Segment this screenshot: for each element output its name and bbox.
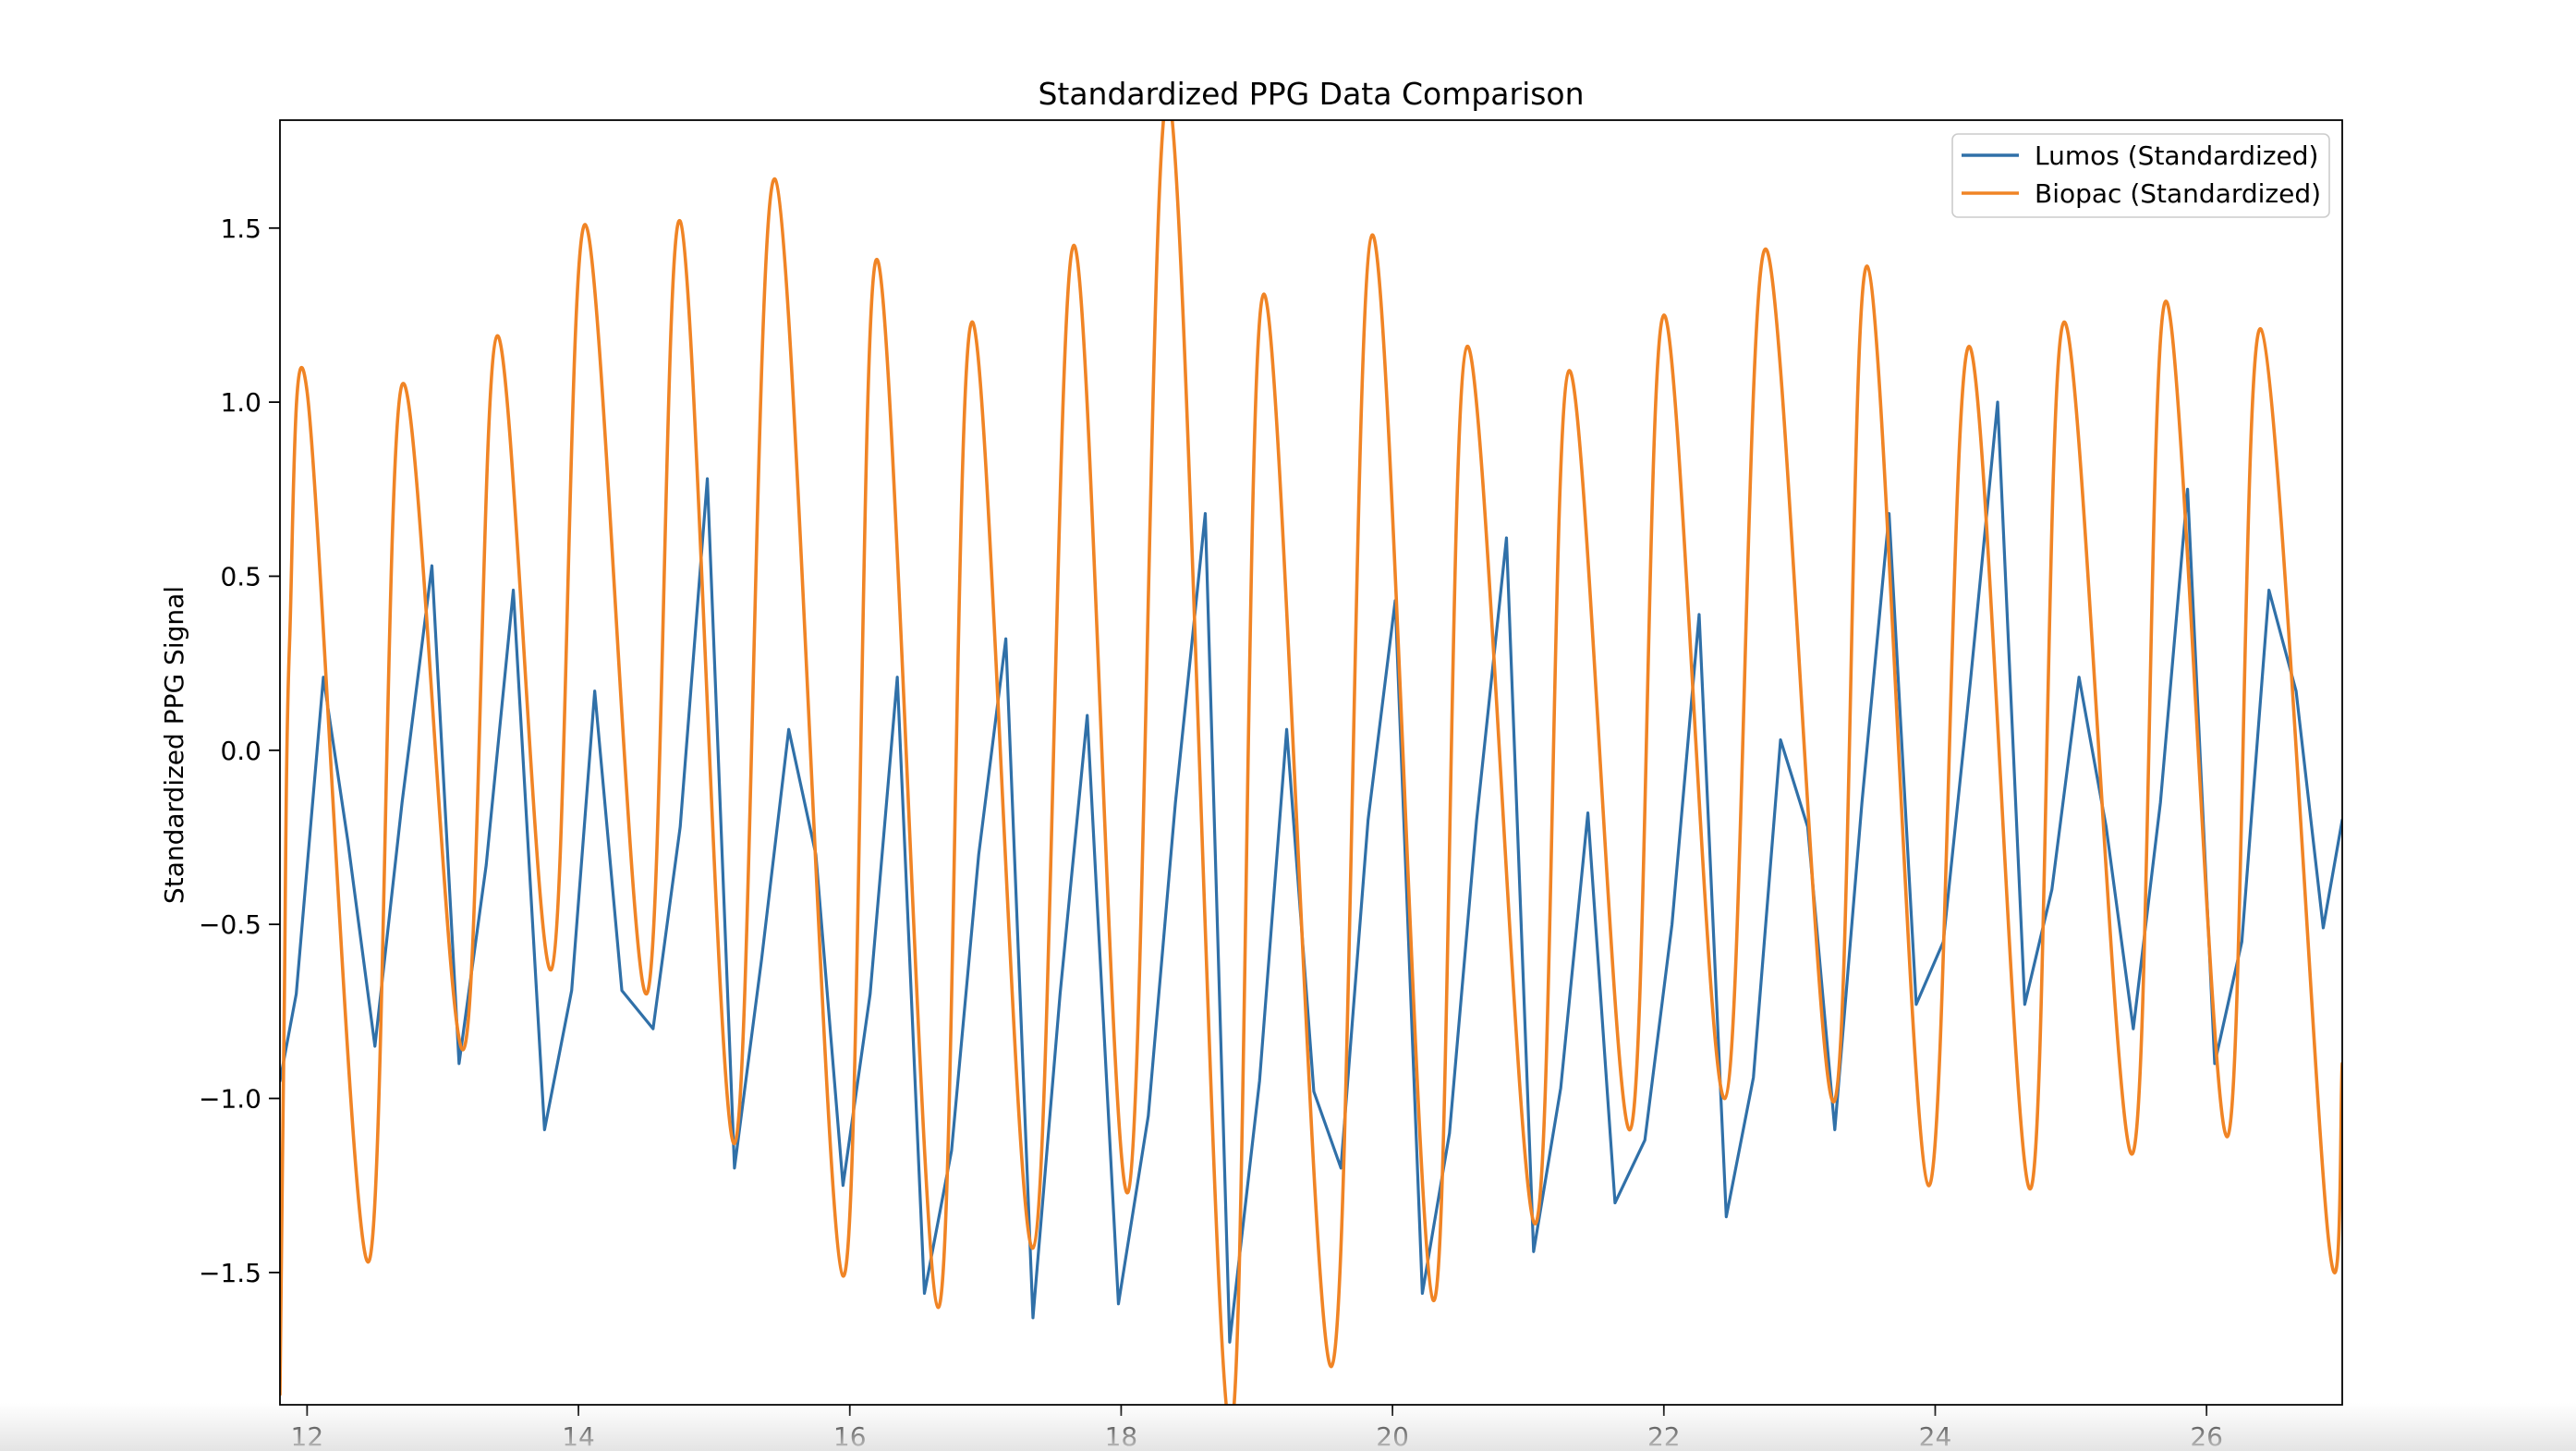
y-tick-label: 1.0 [220,387,261,418]
y-tick-label: 0.5 [220,561,261,591]
x-tick-label: 14 [562,1421,595,1451]
x-tick-label: 12 [291,1421,324,1451]
x-tick-label: 22 [1647,1421,1681,1451]
legend-label-lumos: Lumos (Standardized) [2035,140,2318,171]
x-ticks: 12 14 16 18 20 22 24 26 [291,1405,2223,1451]
series-line-lumos [280,400,2342,1344]
y-tick-label: −1.5 [199,1258,261,1288]
y-tick-label: −0.5 [199,909,261,940]
y-axis-label: Standardized PPG Signal [159,586,189,904]
y-tick-label: −1.0 [199,1084,261,1115]
x-tick-label: 20 [1376,1421,1409,1451]
chart-title: Standardized PPG Data Comparison [1038,76,1584,112]
series-layer [280,120,2342,1405]
x-tick-label: 18 [1105,1421,1138,1451]
y-tick-label: 0.0 [220,736,261,766]
x-tick-label: 24 [1919,1421,1952,1451]
legend-label-biopac: Biopac (Standardized) [2035,178,2321,209]
legend: Lumos (Standardized) Biopac (Standardize… [1951,133,2330,218]
y-ticks: −1.5 −1.0 −0.5 0.0 0.5 1.0 1.5 [199,213,280,1288]
x-tick-label: 16 [833,1421,867,1451]
y-tick-label: 1.5 [220,213,261,244]
legend-box [1951,133,2330,218]
x-tick-label: 26 [2190,1421,2223,1451]
series-line-biopac [280,120,2342,1405]
